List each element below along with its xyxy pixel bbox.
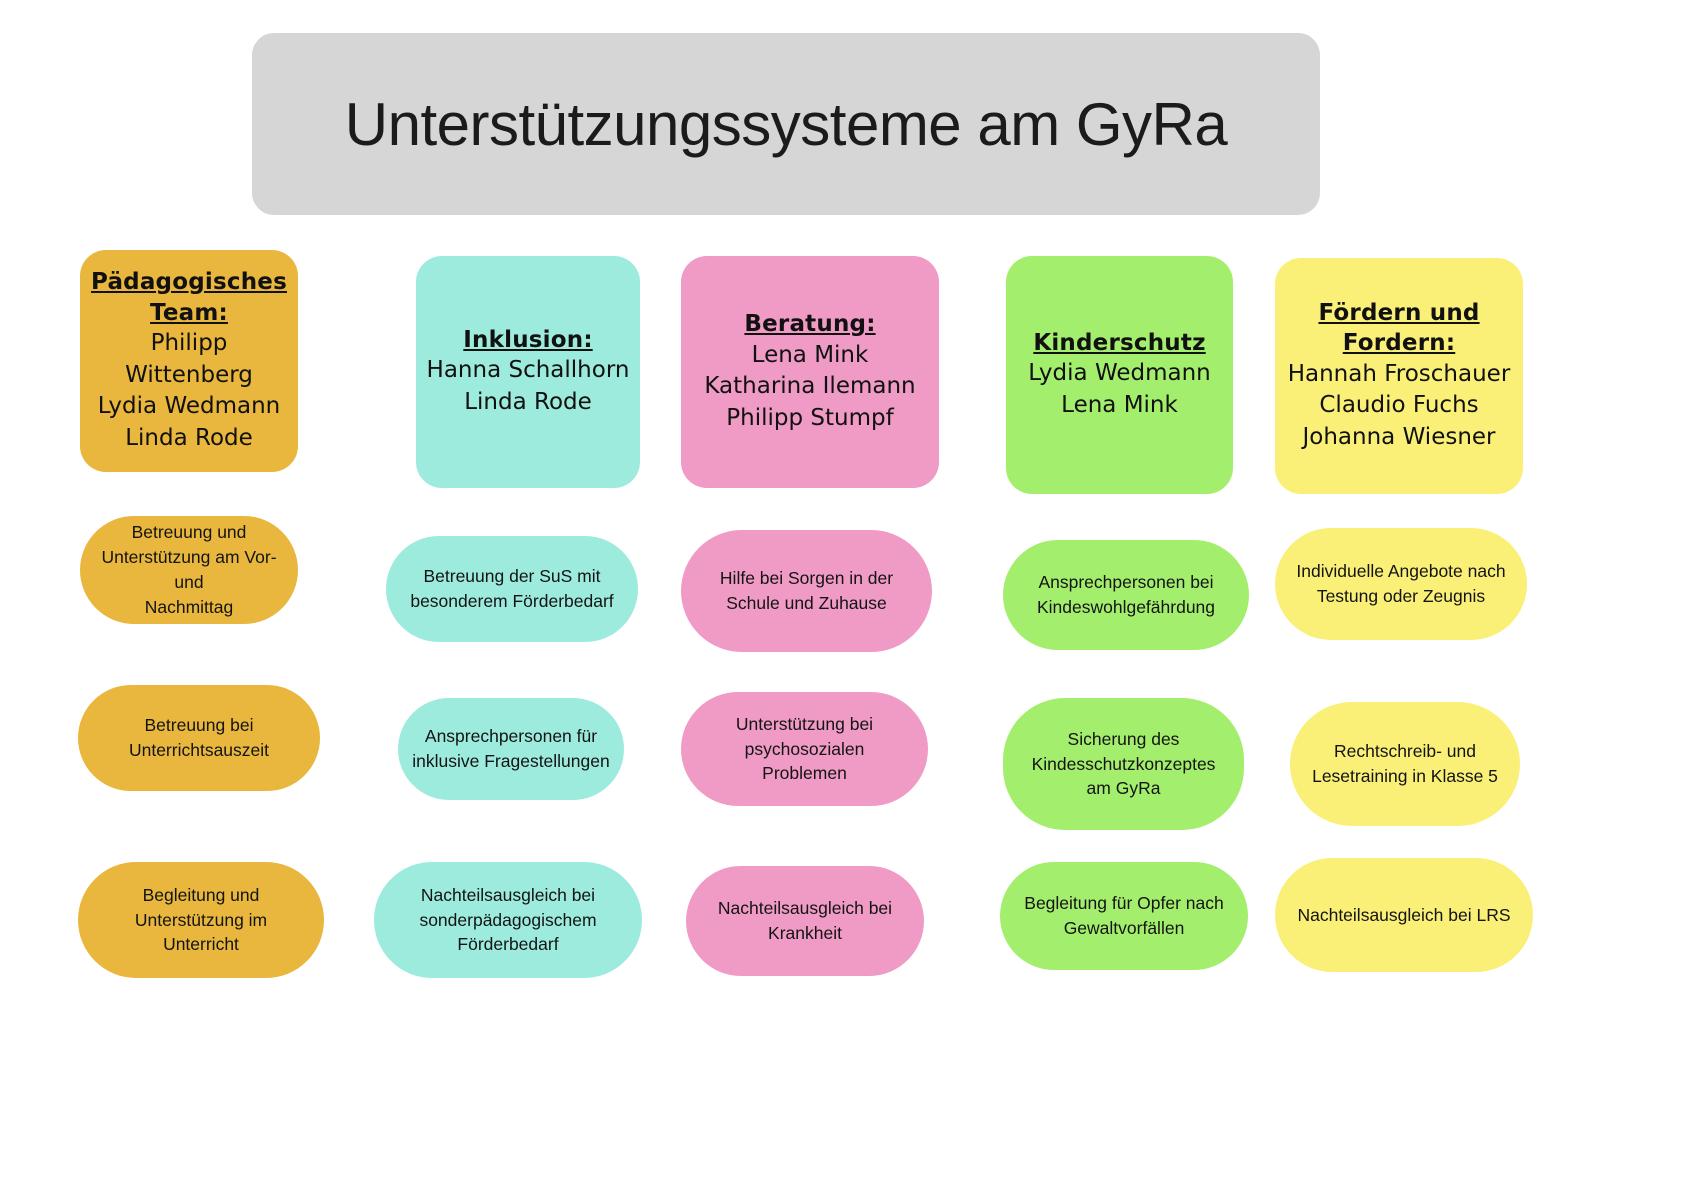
header-person-name: Philipp Stumpf [726,405,894,432]
header-person-name: Linda Rode [464,389,592,416]
service-pill[interactable]: Begleitung und Unterstützung im Unterric… [78,862,324,978]
header-person-name: Johanna Wiesner [1302,424,1496,451]
header-person-name: Claudio Fuchs [1319,392,1479,419]
service-pill[interactable]: Betreuung der SuS mit besonderem Förderb… [386,536,638,642]
service-pill-label: Ansprechpersonen bei Kindeswohlgefährdun… [1036,572,1216,617]
header-card-paedagogisches-team[interactable]: Pädagogisches Team: Philipp Wittenberg Lydi… [80,250,298,472]
service-pill[interactable]: Individuelle Angebote nach Testung oder … [1275,528,1527,640]
header-person-name: Wittenberg [125,361,253,388]
service-pill[interactable]: Sicherung des Kindesschutzkonzeptes am G… [1003,698,1244,830]
header-person-name: Hannah Froschauer [1287,360,1511,387]
header-title-paedagogisches-team: Pädagogisches Team: [91,269,287,326]
header-title-beratung: Beratung: [744,311,876,338]
service-pill-label: Hilfe bei Sorgen in der Schule und Zuhau… [719,568,894,613]
header-card-inklusion[interactable]: Inklusion: Hanna Schallhorn Linda Rode [416,256,640,488]
service-pill-label: Betreuung bei Unterrichtsauszeit [128,715,270,760]
header-person-name: Lydia Wedmann [1028,360,1211,387]
service-pill-label: Begleitung und Unterstützung im Unterric… [134,884,268,955]
header-person-name: Lydia Wedmann [97,393,281,420]
header-card-foerdern-und-fordern[interactable]: Fördern und Fordern: Hannah Froschauer Cla… [1275,258,1523,494]
service-pill[interactable]: Nachteilsausgleich bei LRS [1275,858,1533,972]
service-pill[interactable]: Begleitung für Opfer nach Gewaltvorfälle… [1000,862,1248,970]
service-pill[interactable]: Nachteilsausgleich bei sonderpädagogisch… [374,862,642,978]
header-person-name: Katharina Ilemann [704,373,916,400]
title-banner: Unterstützungssysteme am GyRa [252,33,1320,215]
service-pill[interactable]: Betreuung und Unterstützung am Vor- und … [80,516,298,624]
service-pill-label: Betreuung und Unterstützung am Vor- und … [101,522,277,617]
service-pill-label: Sicherung des Kindesschutzkonzeptes am G… [1031,728,1216,799]
service-pill[interactable]: Betreuung bei Unterrichtsauszeit [78,685,320,791]
service-pill[interactable]: Ansprechpersonen für inklusive Fragestel… [398,698,624,800]
header-title-kinderschutz: Kinderschutz [1033,330,1206,357]
service-pill-label: Rechtschreib- und Lesetraining in Klasse… [1312,741,1498,786]
service-pill-label: Begleitung für Opfer nach Gewaltvorfälle… [1024,893,1224,938]
service-pill-label: Ansprechpersonen für inklusive Fragestel… [412,726,610,771]
header-title-foerdern-und-fordern: Fördern und Fordern: [1318,300,1480,357]
service-pill-label: Individuelle Angebote nach Testung oder … [1296,561,1506,606]
header-person-name: Linda Rode [125,425,253,452]
header-person-name: Lena Mink [1061,392,1178,419]
header-card-kinderschutz[interactable]: Kinderschutz Lydia Wedmann Lena Mink [1006,256,1233,494]
header-person-name: Philipp [150,329,228,356]
service-pill[interactable]: Rechtschreib- und Lesetraining in Klasse… [1290,702,1520,826]
service-pill[interactable]: Unterstützung bei psychosozialen Problem… [681,692,928,806]
service-pill[interactable]: Hilfe bei Sorgen in der Schule und Zuhau… [681,530,932,652]
service-pill-label: Unterstützung bei psychosozialen Problem… [735,713,874,784]
header-card-beratung[interactable]: Beratung: Lena Mink Katharina Ilemann Phili… [681,256,939,488]
header-person-name: Lena Mink [751,341,869,368]
service-pill[interactable]: Ansprechpersonen bei Kindeswohlgefährdun… [1003,540,1249,650]
service-pill-label: Nachteilsausgleich bei LRS [1297,904,1511,925]
page-title: Unterstützungssysteme am GyRa [344,90,1228,158]
service-pill[interactable]: Nachteilsausgleich bei Krankheit [686,866,924,976]
service-pill-label: Nachteilsausgleich bei sonderpädagogisch… [419,884,597,955]
header-person-name: Hanna Schallhorn [426,357,630,384]
header-title-inklusion: Inklusion: [463,327,593,354]
service-pill-label: Nachteilsausgleich bei Krankheit [717,898,893,943]
service-pill-label: Betreuung der SuS mit besonderem Förderb… [410,566,614,611]
